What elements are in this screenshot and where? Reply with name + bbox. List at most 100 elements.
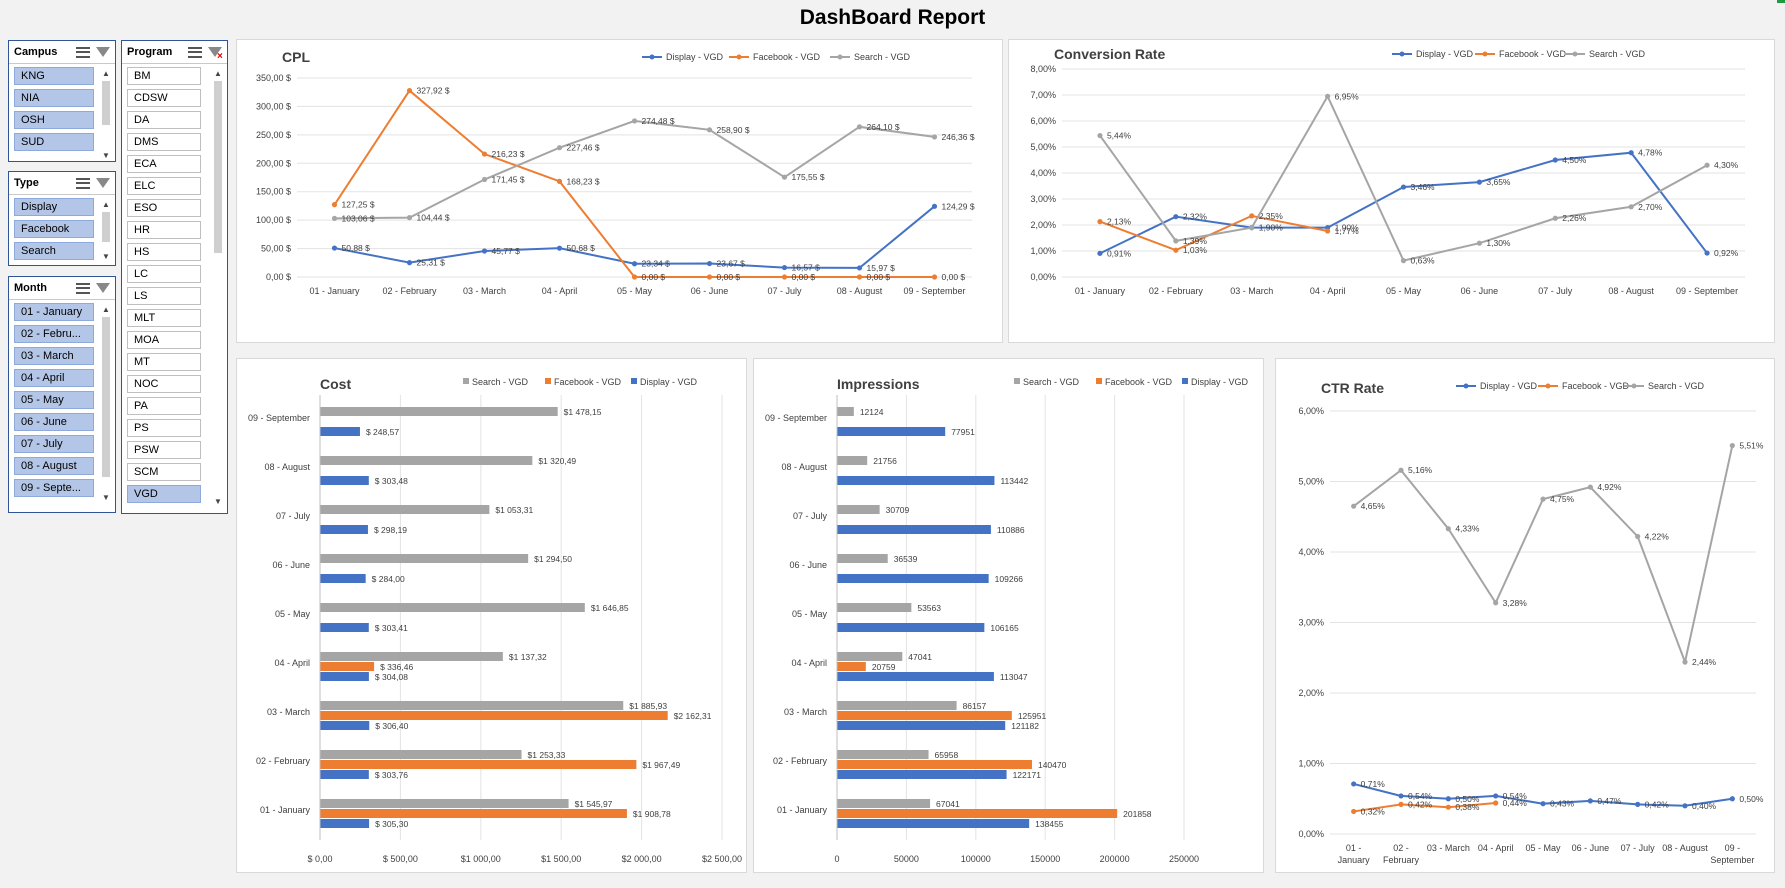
multi-select-icon[interactable] — [188, 46, 202, 58]
scroll-up-icon[interactable]: ▲ — [102, 305, 110, 314]
legend-label: Facebook - VGD — [1562, 381, 1630, 391]
slicer-items: Display Facebook Search — [14, 198, 94, 264]
slicer-item[interactable]: Search — [14, 242, 94, 260]
x-tick-label: $ 500,00 — [383, 854, 418, 864]
slicer-item[interactable]: DA — [127, 111, 201, 129]
data-label: 2,26% — [1562, 213, 1587, 223]
data-label: 6,95% — [1335, 91, 1360, 101]
slicer-item[interactable]: 03 - March — [14, 347, 94, 365]
slicer-item[interactable]: ELC — [127, 177, 201, 195]
data-point-display — [856, 265, 863, 271]
data-point-search — [1682, 659, 1688, 665]
cost-chart[interactable]: Cost Search - VGD Facebook - VGD Display - … — [236, 358, 747, 873]
multi-select-icon[interactable] — [76, 282, 90, 294]
y-tick-label: 6,00% — [1030, 116, 1056, 126]
data-label: 121182 — [1011, 721, 1039, 731]
slicer-item[interactable]: VGD — [127, 485, 201, 503]
slicer-item[interactable]: NIA — [14, 89, 94, 107]
bar-search — [320, 701, 624, 710]
slicer-item[interactable]: CDSW — [127, 89, 201, 107]
bar-display — [837, 721, 1006, 730]
data-label: 113047 — [1000, 672, 1028, 682]
slicer-item[interactable]: 04 - April — [14, 369, 94, 387]
data-label: 0,00 $ — [942, 272, 966, 282]
scroll-thumb[interactable] — [102, 212, 110, 242]
chart-title: Impressions — [837, 376, 920, 392]
slicer-item[interactable]: Display — [14, 198, 94, 216]
slicer-title: Month — [14, 282, 47, 294]
x-tick-label: 01 - January — [309, 286, 360, 296]
slicer-month: Month 01 - January 02 - Febru... 03 - Marc… — [8, 276, 116, 513]
series-line-facebook — [1099, 214, 1328, 252]
scroll-down-icon[interactable]: ▼ — [102, 151, 110, 160]
multi-select-icon[interactable] — [76, 177, 90, 189]
slicer-item[interactable]: 06 - June — [14, 413, 94, 431]
data-point-search — [1552, 215, 1558, 221]
slicer-scrollbar[interactable]: ▲ ▼ — [213, 69, 223, 509]
scroll-thumb[interactable] — [102, 81, 110, 125]
slicer-item[interactable]: 01 - January — [14, 303, 94, 321]
y-tick-label: 5,00% — [1030, 142, 1056, 152]
slicer-item[interactable]: LC — [127, 265, 201, 283]
scroll-thumb[interactable] — [102, 317, 110, 477]
slicer-scrollbar[interactable]: ▲ ▼ — [101, 200, 111, 262]
slicer-item[interactable]: HS — [127, 243, 201, 261]
scroll-up-icon[interactable]: ▲ — [102, 200, 110, 209]
bar-display — [320, 623, 369, 632]
slicer-item[interactable]: KNG — [14, 67, 94, 85]
slicer-item[interactable]: 08 - August — [14, 457, 94, 475]
ctr-rate-chart[interactable]: CTR Rate Display - VGD Facebook - VGD Searc… — [1275, 358, 1775, 873]
data-label: 3,28% — [1503, 598, 1528, 608]
legend-label: Search - VGD — [1648, 381, 1705, 391]
clear-filter-icon[interactable] — [96, 283, 110, 293]
slicer-item[interactable]: MOA — [127, 331, 201, 349]
slicer-scrollbar[interactable]: ▲ ▼ — [101, 69, 111, 161]
slicer-item[interactable]: DMS — [127, 133, 201, 151]
clear-filter-icon[interactable] — [96, 47, 110, 57]
slicer-item[interactable]: MLT — [127, 309, 201, 327]
slicer-item[interactable]: SUD — [14, 133, 94, 151]
scroll-up-icon[interactable]: ▲ — [214, 69, 222, 78]
data-label: 0,54% — [1408, 791, 1433, 801]
x-tick-label: 09 - September — [1676, 286, 1738, 296]
scroll-down-icon[interactable]: ▼ — [102, 252, 110, 261]
slicer-item[interactable]: Facebook — [14, 220, 94, 238]
slicer-item[interactable]: PS — [127, 419, 201, 437]
bar-display — [320, 574, 366, 583]
y-tick-label: 09 - September — [248, 413, 310, 423]
slicer-item[interactable]: BM — [127, 67, 201, 85]
cpl-chart[interactable]: CPL Display - VGD Facebook - VGD Search - V… — [236, 39, 1003, 343]
slicer-item[interactable]: OSH — [14, 111, 94, 129]
slicer-header: Campus — [9, 41, 115, 64]
data-label: 327,92 $ — [417, 86, 450, 96]
slicer-item[interactable]: 09 - Septe... — [14, 479, 94, 497]
y-tick-label: 250,00 $ — [256, 130, 291, 140]
impressions-chart[interactable]: Impressions Search - VGD Facebook - VGD Dis… — [753, 358, 1264, 873]
scroll-thumb[interactable] — [214, 81, 222, 253]
slicer-item[interactable]: 07 - July — [14, 435, 94, 453]
slicer-item[interactable]: 02 - Febru... — [14, 325, 94, 343]
clear-filter-icon[interactable] — [96, 178, 110, 188]
x-tick-label: 02 - February — [382, 286, 437, 296]
slicer-item[interactable]: 05 - May — [14, 391, 94, 409]
clear-filter-icon[interactable] — [208, 47, 223, 62]
slicer-item[interactable]: SCM — [127, 463, 201, 481]
data-label: 0,40% — [1692, 801, 1717, 811]
conversion-rate-chart[interactable]: Conversion Rate Display - VGD Facebook - V… — [1008, 39, 1775, 343]
slicer-item[interactable]: ESO — [127, 199, 201, 217]
slicer-item[interactable]: LS — [127, 287, 201, 305]
scroll-up-icon[interactable]: ▲ — [102, 69, 110, 78]
y-tick-label: 04 - April — [791, 658, 827, 668]
slicer-item[interactable]: HR — [127, 221, 201, 239]
slicer-item[interactable]: MT — [127, 353, 201, 371]
slicer-item[interactable]: PSW — [127, 441, 201, 459]
data-label: 124,29 $ — [942, 201, 975, 211]
slicer-scrollbar[interactable]: ▲ ▼ — [101, 305, 111, 505]
slicer-item[interactable]: NOC — [127, 375, 201, 393]
scroll-down-icon[interactable]: ▼ — [214, 497, 222, 506]
scroll-down-icon[interactable]: ▼ — [102, 493, 110, 502]
multi-select-icon[interactable] — [76, 46, 90, 58]
y-tick-label: 02 - February — [256, 756, 311, 766]
slicer-item[interactable]: ECA — [127, 155, 201, 173]
slicer-item[interactable]: PA — [127, 397, 201, 415]
